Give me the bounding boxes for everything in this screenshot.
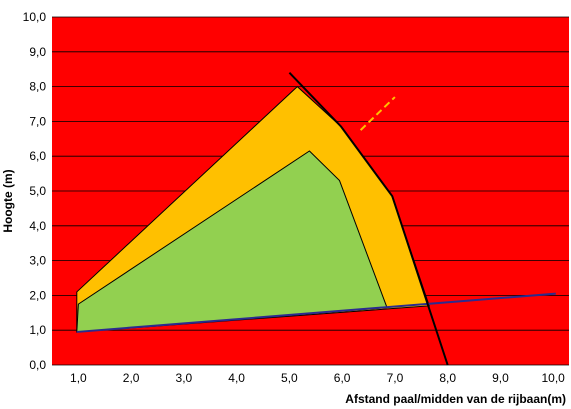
x-axis-title: Afstand paal/midden van de rijbaan(m) [345, 392, 566, 406]
line-series-layer [76, 71, 556, 366]
y-tick-label: 4,0 [29, 219, 46, 233]
y-tick-label: 8,0 [29, 80, 46, 94]
y-axis-title: Hoogte (m) [1, 169, 15, 232]
y-tick-label: 10,0 [23, 10, 47, 24]
line-series [359, 96, 396, 131]
y-tick-label: 7,0 [29, 114, 46, 128]
x-tick-label: 2,0 [123, 371, 140, 385]
y-tick-label: 2,0 [29, 288, 46, 302]
x-tick-label: 3,0 [176, 371, 193, 385]
y-tick-label: 5,0 [29, 184, 46, 198]
y-tick-label: 3,0 [29, 254, 46, 268]
y-axis-ticks: 0,0 1,0 2,0 3,0 4,0 5,0 6,0 7,0 8,0 9,0 10,0 [23, 10, 47, 372]
x-tick-label: 8,0 [439, 371, 456, 385]
y-tick-label: 1,0 [29, 323, 46, 337]
line-series [288, 71, 449, 366]
x-tick-label: 10,0 [541, 371, 565, 385]
x-tick-label: 5,0 [281, 371, 298, 385]
x-tick-label: 7,0 [387, 371, 404, 385]
x-axis-ticks: 1,0 2,0 3,0 4,0 5,0 6,0 7,0 8,0 9,0 10,0 [70, 371, 565, 385]
x-tick-label: 4,0 [228, 371, 245, 385]
y-tick-label: 0,0 [29, 358, 46, 372]
x-tick-label: 6,0 [334, 371, 351, 385]
x-tick-label: 1,0 [70, 371, 87, 385]
line-series [76, 292, 556, 333]
x-tick-label: 9,0 [492, 371, 509, 385]
y-tick-label: 6,0 [29, 149, 46, 163]
y-tick-label: 9,0 [29, 45, 46, 59]
